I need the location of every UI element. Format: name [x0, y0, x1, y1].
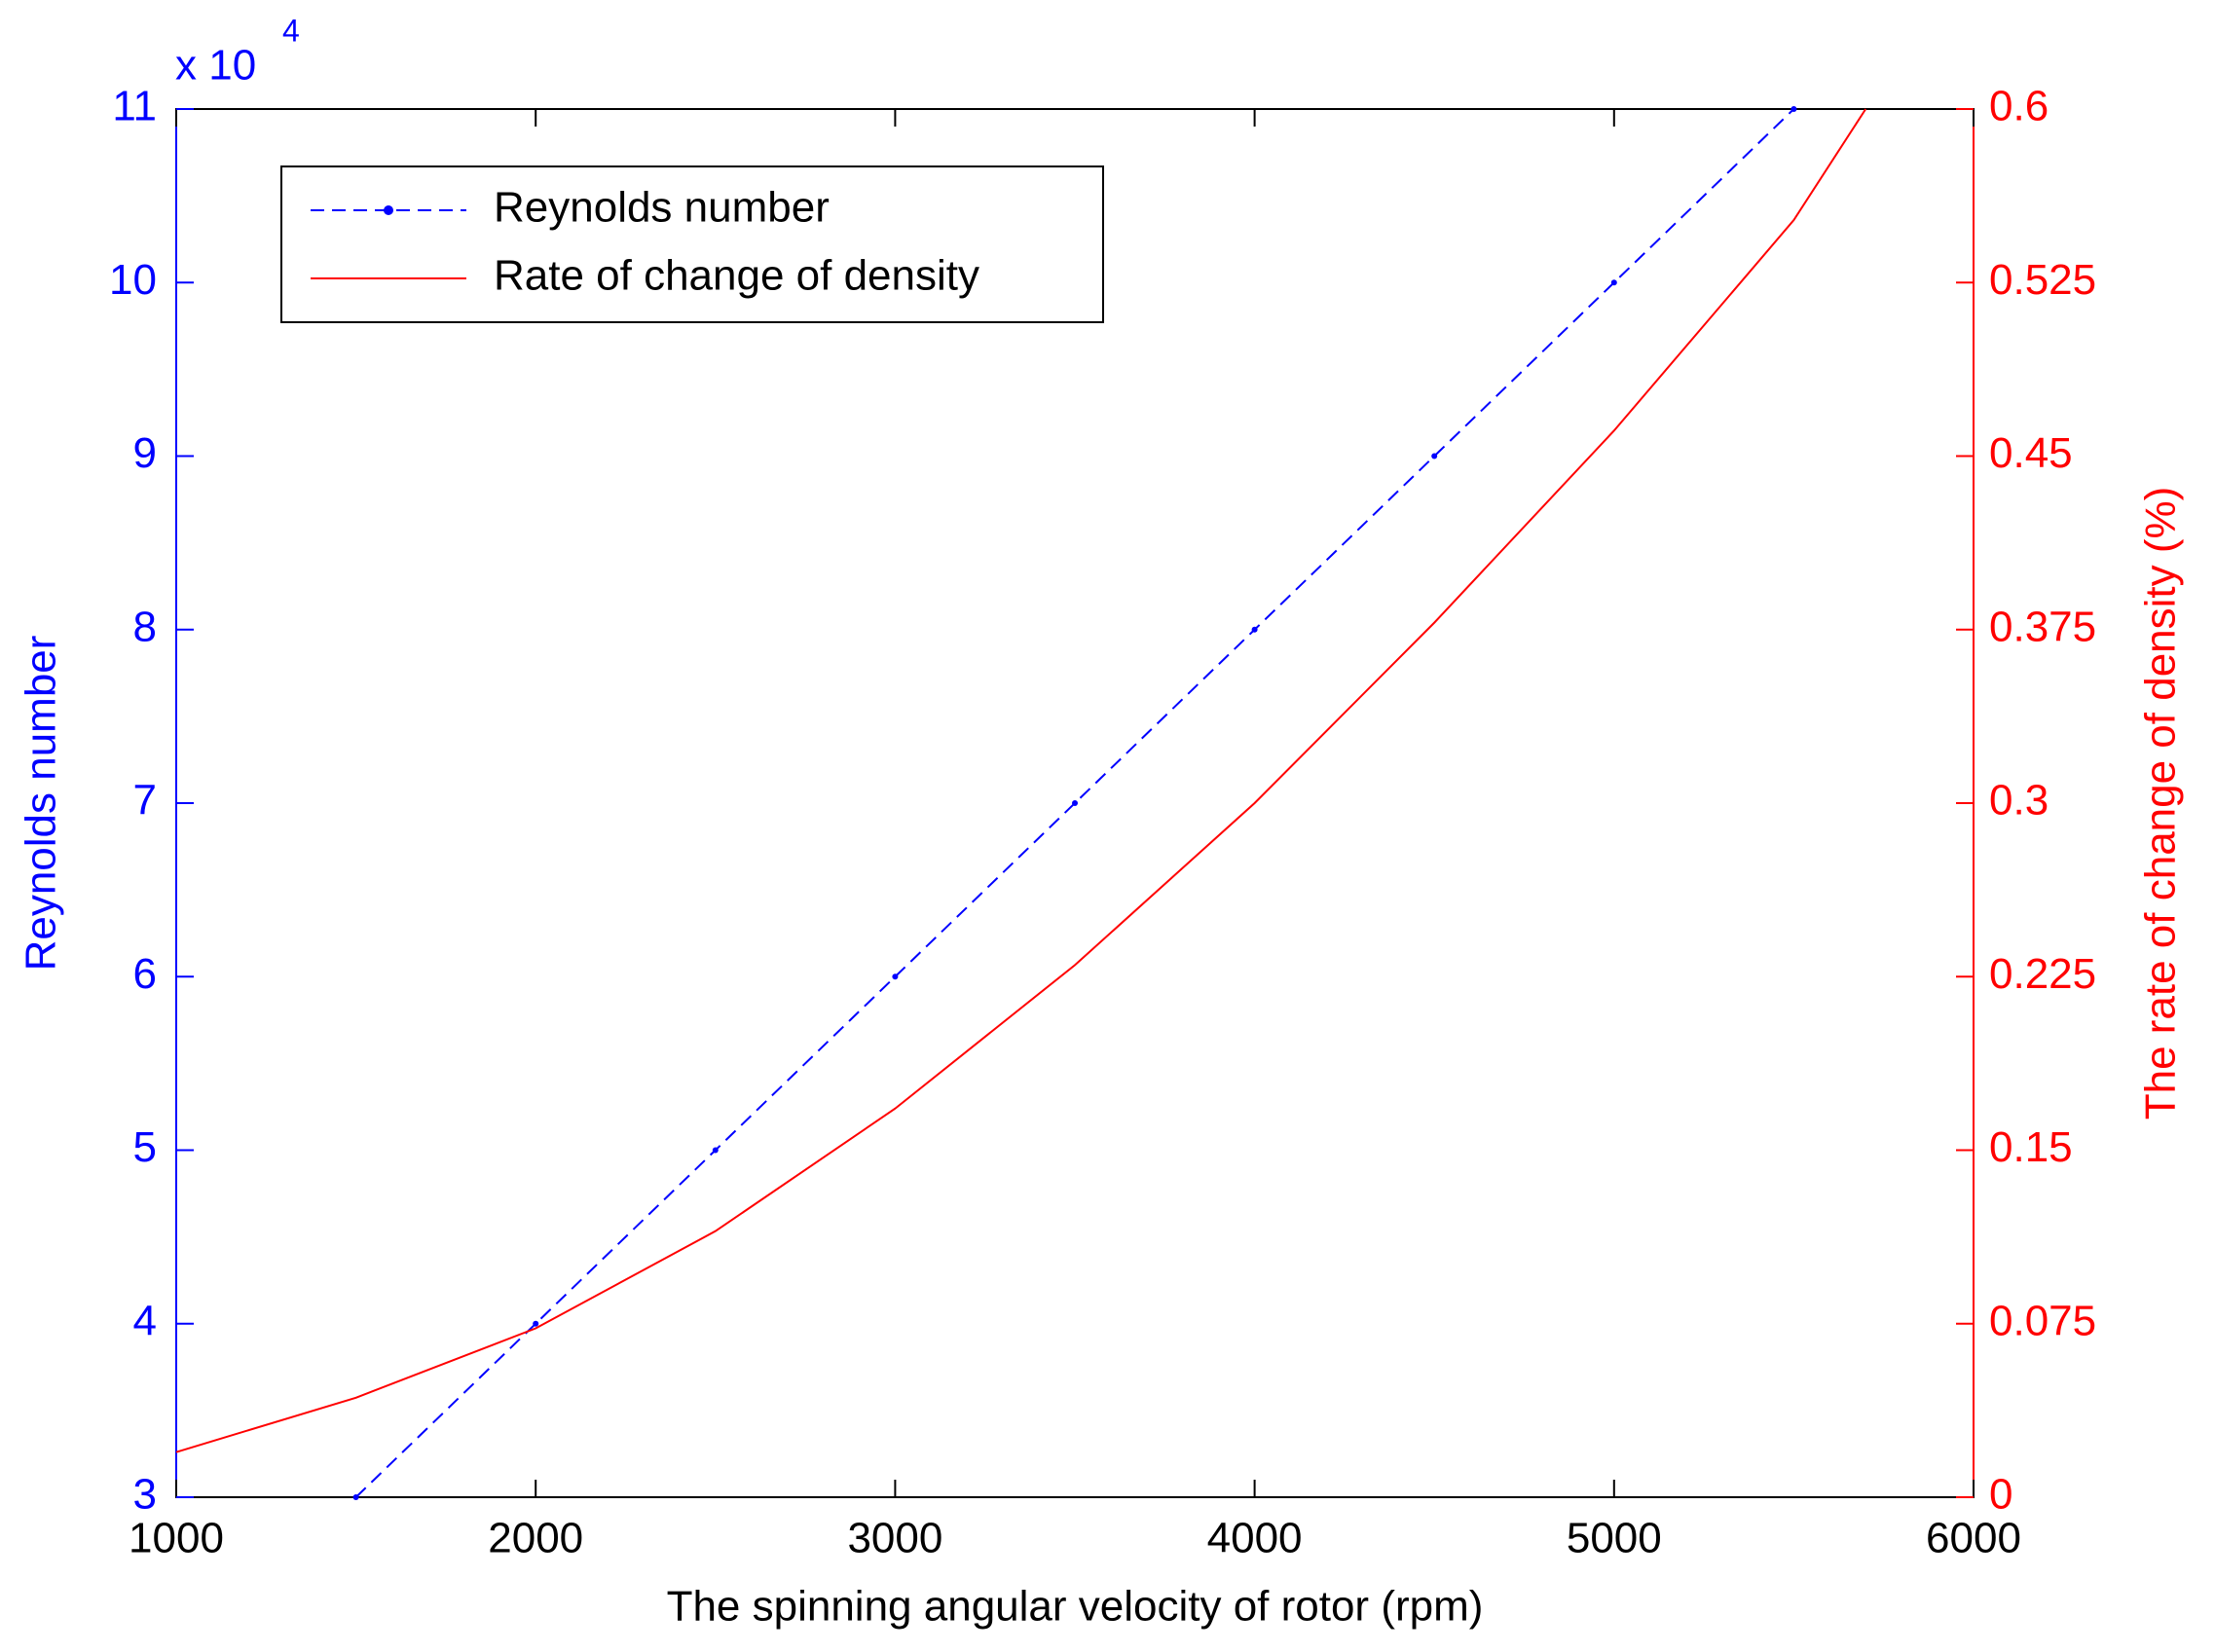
series-point — [892, 973, 899, 980]
series-point — [1610, 279, 1617, 286]
y2-tick-label: 0.15 — [1989, 1123, 2073, 1171]
x-tick-label: 5000 — [1567, 1515, 1662, 1562]
y2-tick-label: 0.375 — [1989, 603, 2096, 650]
y-tick-label: 6 — [133, 950, 157, 998]
y2-tick-label: 0.3 — [1989, 777, 2049, 825]
series-line — [354, 108, 1795, 1498]
x-axis-label: The spinning angular velocity of rotor (… — [667, 1583, 1484, 1631]
y-axis-label: Reynolds number — [18, 636, 65, 972]
legend-label: Reynolds number — [494, 184, 830, 232]
series-point — [1431, 453, 1438, 459]
legend-marker — [384, 205, 393, 215]
y2-tick-label: 0.225 — [1989, 950, 2096, 998]
y2-tick-label: 0 — [1989, 1471, 2012, 1519]
y-multiplier: x 10 — [175, 42, 256, 90]
legend-label: Rate of change of density — [494, 252, 979, 300]
x-tick-label: 3000 — [847, 1515, 942, 1562]
y-tick-label: 3 — [133, 1471, 157, 1519]
y-tick-label: 7 — [133, 777, 157, 825]
y2-tick-label: 0.6 — [1989, 83, 2049, 130]
series-point — [1072, 800, 1078, 806]
series-point — [1790, 106, 1797, 112]
y2-tick-label: 0.525 — [1989, 256, 2096, 304]
y-tick-label: 8 — [133, 603, 157, 650]
y-tick-label: 10 — [109, 256, 157, 304]
x-tick-label: 4000 — [1207, 1515, 1303, 1562]
x-tick-label: 1000 — [129, 1515, 224, 1562]
series-line — [175, 108, 1867, 1453]
y-multiplier-exponent: 4 — [282, 13, 300, 48]
x-tick-label: 2000 — [488, 1515, 583, 1562]
series-point — [352, 1494, 359, 1500]
y-tick-label: 9 — [133, 429, 157, 477]
series-point — [533, 1320, 539, 1327]
series-point — [712, 1147, 719, 1154]
y2-tick-label: 0.45 — [1989, 429, 2073, 477]
y-tick-label: 4 — [133, 1297, 157, 1344]
legend-box — [280, 165, 1104, 323]
series-point — [1251, 626, 1258, 633]
y-tick-label: 11 — [112, 83, 157, 130]
y2-tick-label: 0.075 — [1989, 1297, 2096, 1344]
y2-axis-label: The rate of change of density (%) — [2137, 487, 2185, 1120]
x-tick-label: 6000 — [1926, 1515, 2021, 1562]
y-tick-label: 5 — [133, 1123, 157, 1171]
